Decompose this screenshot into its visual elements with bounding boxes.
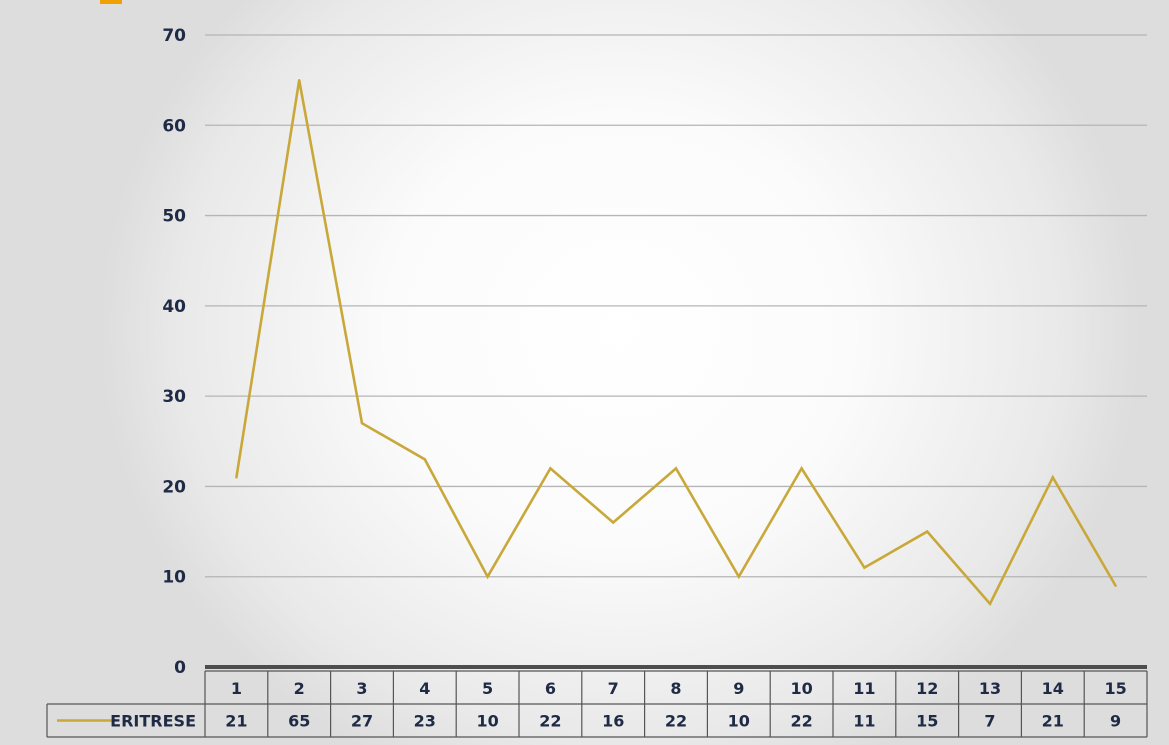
- data-point: [423, 458, 426, 461]
- data-point: [360, 422, 364, 425]
- series-layer: [235, 78, 1117, 607]
- y-tick-label: 0: [174, 658, 186, 678]
- data-label: 65: [288, 712, 310, 731]
- x-tick-label: 3: [356, 679, 367, 698]
- y-tick-label: 50: [162, 207, 186, 227]
- data-label: 7: [984, 712, 995, 731]
- data-label: 27: [351, 712, 373, 731]
- data-point: [549, 467, 552, 470]
- data-label: 15: [916, 712, 938, 731]
- data-point: [674, 467, 678, 470]
- gridlines: [205, 34, 1147, 669]
- data-point: [1114, 584, 1117, 587]
- data-label: 21: [1042, 712, 1064, 731]
- y-tick-label: 30: [162, 387, 186, 407]
- x-tick-label: 1: [231, 679, 242, 698]
- x-tick-label: 2: [294, 679, 305, 698]
- data-point: [612, 521, 615, 524]
- data-label: 22: [665, 712, 687, 731]
- series-line-eritrese: [235, 79, 1117, 607]
- x-tick-label: 10: [790, 679, 812, 698]
- data-label: 22: [539, 712, 561, 731]
- x-tick-label: 6: [545, 679, 556, 698]
- corner-accent-mark: [100, 0, 122, 4]
- data-label: 23: [414, 712, 436, 731]
- data-label: 16: [602, 712, 624, 731]
- y-tick-label: 70: [162, 26, 186, 46]
- data-point: [863, 566, 866, 569]
- x-tick-label: 8: [670, 679, 681, 698]
- data-point: [926, 530, 929, 533]
- x-tick-label: 11: [853, 679, 875, 698]
- y-tick-label: 60: [162, 116, 186, 136]
- data-point: [988, 602, 992, 605]
- data-label: 10: [728, 712, 750, 731]
- x-tick-label: 14: [1042, 679, 1064, 698]
- data-label: 10: [476, 712, 498, 731]
- data-point: [486, 575, 489, 578]
- x-tick-label: 15: [1104, 679, 1126, 698]
- data-label: 21: [225, 712, 247, 731]
- y-tick-label: 20: [162, 477, 186, 497]
- y-tick-label: 10: [162, 568, 186, 588]
- x-tick-label: 4: [419, 679, 430, 698]
- data-label: 9: [1110, 712, 1121, 731]
- data-label: 11: [853, 712, 875, 731]
- legend-label-eritrese: ERITRESE: [110, 712, 196, 731]
- data-point: [235, 476, 238, 479]
- data-point: [1051, 476, 1055, 479]
- data-label: 22: [790, 712, 812, 731]
- x-tick-label: 7: [608, 679, 619, 698]
- data-point: [800, 467, 803, 470]
- x-tick-label: 13: [979, 679, 1001, 698]
- y-tick-label: 40: [162, 297, 186, 317]
- x-tick-label: 5: [482, 679, 493, 698]
- x-tick-label: 9: [733, 679, 744, 698]
- x-tick-label: 12: [916, 679, 938, 698]
- data-point: [737, 575, 740, 578]
- data-point: [298, 78, 301, 82]
- y-axis-tick-labels: 0 10 20 30 40 50 60 70: [162, 26, 186, 678]
